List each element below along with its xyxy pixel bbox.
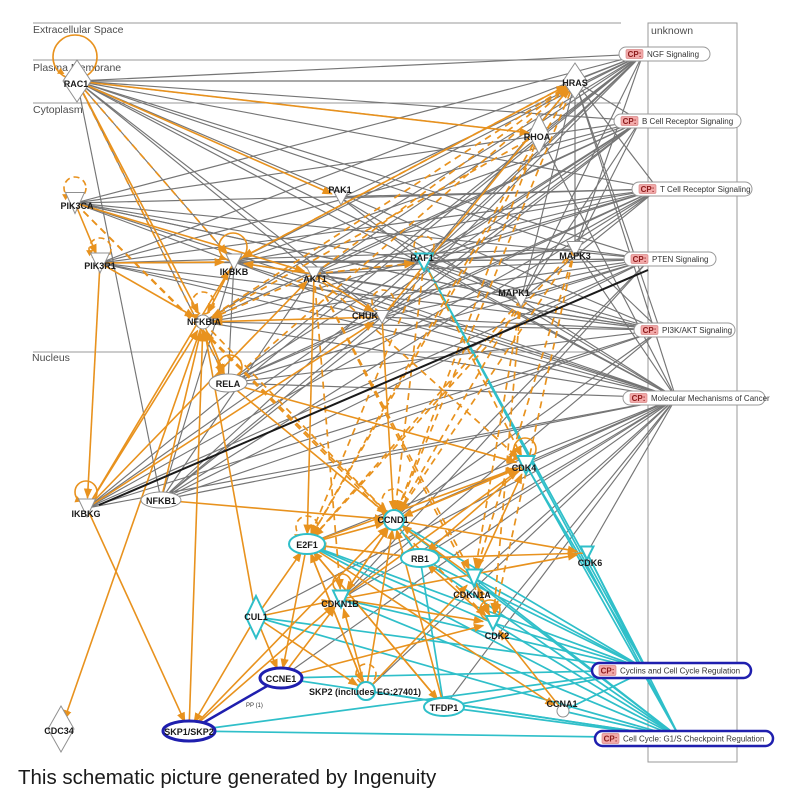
svg-text:Molecular Mechanisms of Cancer: Molecular Mechanisms of Cancer <box>651 394 770 403</box>
svg-text:RB1: RB1 <box>411 554 429 564</box>
svg-text:CDKN1A: CDKN1A <box>453 590 491 600</box>
svg-text:SKP1/SKP2: SKP1/SKP2 <box>164 727 214 737</box>
svg-text:NGF Signaling: NGF Signaling <box>647 50 699 59</box>
svg-text:CP:: CP: <box>601 667 615 676</box>
svg-text:Nucleus: Nucleus <box>32 352 70 364</box>
svg-text:CP:: CP: <box>643 326 657 335</box>
svg-text:CDK2: CDK2 <box>485 631 510 641</box>
svg-text:CP:: CP: <box>633 255 647 264</box>
svg-text:CUL1: CUL1 <box>244 612 268 622</box>
svg-text:Extracellular Space: Extracellular Space <box>33 24 124 36</box>
svg-text:Cyclins and Cell Cycle Regulat: Cyclins and Cell Cycle Regulation <box>620 667 740 676</box>
svg-text:B Cell Receptor Signaling: B Cell Receptor Signaling <box>642 117 733 126</box>
svg-text:PAK1: PAK1 <box>328 185 351 195</box>
svg-text:CP:: CP: <box>632 394 646 403</box>
svg-text:HRAS: HRAS <box>562 78 588 88</box>
svg-text:CCND1: CCND1 <box>377 515 408 525</box>
svg-text:PIK3R1: PIK3R1 <box>84 261 116 271</box>
svg-text:PI3K/AKT Signaling: PI3K/AKT Signaling <box>662 326 732 335</box>
svg-text:Cell Cycle: G1/S Checkpoint Re: Cell Cycle: G1/S Checkpoint Regulation <box>623 735 764 744</box>
svg-text:PP (1): PP (1) <box>246 703 263 709</box>
svg-text:TFDP1: TFDP1 <box>430 703 459 713</box>
svg-text:E2F1: E2F1 <box>296 540 318 550</box>
svg-text:Cytoplasm: Cytoplasm <box>33 104 83 116</box>
svg-text:IKBKG: IKBKG <box>72 509 101 519</box>
svg-text:CP:: CP: <box>641 185 655 194</box>
svg-text:MAPK1: MAPK1 <box>498 288 530 298</box>
svg-text:AKT1: AKT1 <box>303 274 327 284</box>
svg-text:CDK6: CDK6 <box>578 558 603 568</box>
svg-text:CDC34: CDC34 <box>44 726 74 736</box>
svg-text:NFKBIA: NFKBIA <box>187 317 221 327</box>
svg-text:unknown: unknown <box>651 25 693 37</box>
svg-text:PTEN Signaling: PTEN Signaling <box>652 255 708 264</box>
svg-text:CP:: CP: <box>623 117 637 126</box>
svg-text:IKBKB: IKBKB <box>220 267 249 277</box>
svg-text:CP:: CP: <box>604 735 618 744</box>
svg-text:CCNE1: CCNE1 <box>266 674 297 684</box>
svg-text:MAPK3: MAPK3 <box>559 251 591 261</box>
svg-text:PIK3CA: PIK3CA <box>60 201 94 211</box>
svg-text:CDKN1B: CDKN1B <box>321 599 359 609</box>
svg-text:CCNA1: CCNA1 <box>546 699 577 709</box>
svg-text:RELA: RELA <box>216 379 241 389</box>
svg-text:RAF1: RAF1 <box>410 253 434 263</box>
svg-text:SKP2 (includes EG:27401): SKP2 (includes EG:27401) <box>309 687 421 697</box>
svg-text:T Cell Receptor Signaling: T Cell Receptor Signaling <box>660 185 751 194</box>
svg-text:NFKB1: NFKB1 <box>146 496 176 506</box>
svg-text:RAC1: RAC1 <box>64 79 89 89</box>
svg-text:CP:: CP: <box>628 50 642 59</box>
svg-text:RHOA: RHOA <box>524 132 551 142</box>
svg-text:CDK4: CDK4 <box>512 463 537 473</box>
svg-text:CHUK: CHUK <box>352 311 378 321</box>
